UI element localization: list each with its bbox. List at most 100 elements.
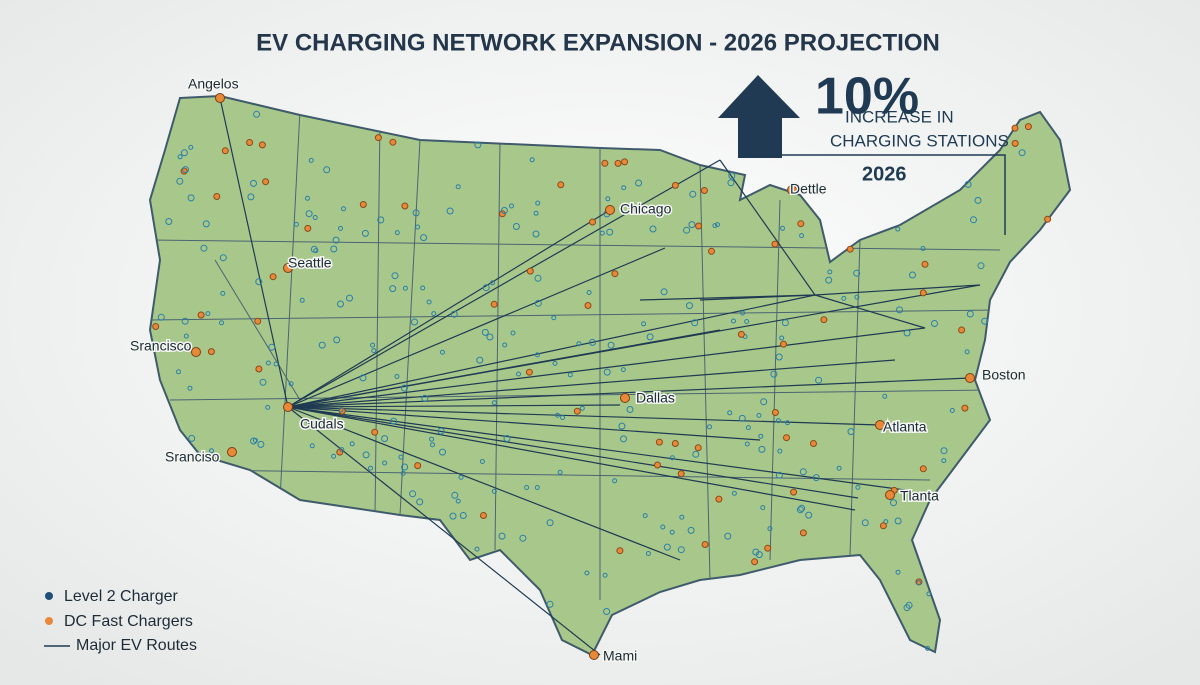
city-label: Sranciso <box>165 449 220 465</box>
dc-fast-charger <box>584 302 592 309</box>
level2-charger <box>449 512 457 520</box>
level2-charger <box>775 471 783 479</box>
dc-fast-charger <box>671 181 679 189</box>
ev-route <box>287 404 621 408</box>
level2-charger <box>318 341 326 349</box>
level2-charger <box>509 203 514 209</box>
ev-route <box>287 159 721 408</box>
city-label: Atlanta <box>883 419 927 435</box>
level2-charger <box>552 360 558 366</box>
level2-charger <box>798 504 806 512</box>
level2-charger <box>534 485 540 490</box>
legend: Level 2 Charger DC Fast Chargers Major E… <box>44 588 197 654</box>
dc-fast-charger <box>601 159 609 167</box>
dc-fast-charger <box>401 202 409 210</box>
level2-charger <box>853 269 861 277</box>
title: EV CHARGING NETWORK EXPANSION - 2026 PRO… <box>256 29 940 56</box>
dc-fast-charger <box>820 316 828 324</box>
level2-charger <box>519 534 527 542</box>
level2-charger <box>446 207 454 215</box>
level2-charger <box>621 185 627 191</box>
level2-charger <box>293 221 299 227</box>
dc-fast-charger <box>700 187 708 194</box>
dc-fast-charger <box>614 159 622 167</box>
legend-symbol <box>45 592 53 600</box>
level2-charger <box>691 319 699 327</box>
level2-charger <box>202 220 210 228</box>
level2-charger <box>500 207 508 214</box>
level2-charger <box>339 447 345 453</box>
level2-charger <box>220 290 226 296</box>
level2-charger <box>451 491 459 499</box>
level2-charger <box>491 488 497 494</box>
level2-charger <box>620 367 626 373</box>
dc-fast-charger <box>790 488 798 496</box>
level2-charger <box>188 434 196 442</box>
dc-fast-charger <box>751 558 759 566</box>
level2-charger <box>341 206 346 212</box>
level2-charger <box>606 228 614 236</box>
level2-charger <box>361 229 369 237</box>
level2-charger <box>259 378 267 386</box>
level2-charger <box>896 306 903 314</box>
dc-fast-charger <box>611 270 619 278</box>
city-marker <box>283 263 293 273</box>
level2-charger <box>176 369 181 375</box>
level2-charger <box>584 570 590 576</box>
level2-charger <box>974 196 982 204</box>
level2-charger <box>760 398 768 406</box>
level2-charger <box>524 485 530 490</box>
level2-charger <box>401 463 409 471</box>
level2-charger <box>715 222 720 228</box>
city-marker <box>787 185 797 195</box>
level2-charger <box>346 294 353 302</box>
dc-fast-charger <box>1011 139 1019 147</box>
level2-charger <box>557 469 563 475</box>
level2-charger <box>431 311 437 317</box>
level2-charger <box>546 519 554 527</box>
level2-charger <box>841 295 847 301</box>
level2-charger <box>567 372 573 378</box>
city-label: Mami <box>603 648 637 664</box>
level2-charger <box>180 149 188 157</box>
city-label: Dallas <box>636 390 675 406</box>
level2-charger <box>576 341 582 347</box>
dc-fast-charger <box>780 340 787 348</box>
level2-charger <box>895 569 901 575</box>
level2-charger <box>779 335 785 341</box>
level2-charger <box>187 385 193 391</box>
legend-label: Major EV Routes <box>76 637 197 654</box>
level2-charger <box>926 591 932 597</box>
level2-charger <box>476 356 484 364</box>
level2-charger <box>586 290 592 295</box>
level2-charger <box>646 333 654 341</box>
level2-charger <box>474 546 480 552</box>
level2-charger <box>760 505 766 511</box>
city-marker <box>227 447 237 457</box>
level2-charger <box>382 460 388 466</box>
ev-route <box>287 247 666 408</box>
level2-charger <box>560 415 566 421</box>
city-label: Seattle <box>288 255 332 271</box>
ev-route <box>287 294 816 408</box>
level2-charger <box>579 405 585 411</box>
level2-charger <box>756 412 762 418</box>
level2-charger <box>313 248 319 254</box>
level2-charger <box>740 310 746 316</box>
city-label: Dettle <box>790 181 827 197</box>
dc-fast-charger <box>359 201 367 208</box>
level2-charger <box>940 447 948 455</box>
level2-charger <box>219 254 227 262</box>
dc-fast-charger <box>846 245 854 253</box>
level2-charger <box>533 210 539 216</box>
level2-charger <box>744 319 750 324</box>
level2-charger <box>916 580 922 586</box>
level2-charger <box>775 353 783 361</box>
dc-fast-charger <box>799 529 807 537</box>
level2-charger <box>669 529 675 535</box>
dc-fast-charger <box>919 465 927 473</box>
level2-charger <box>426 299 432 305</box>
level2-charger <box>744 441 750 447</box>
level2-charger <box>253 110 261 118</box>
level2-charger <box>602 572 608 578</box>
